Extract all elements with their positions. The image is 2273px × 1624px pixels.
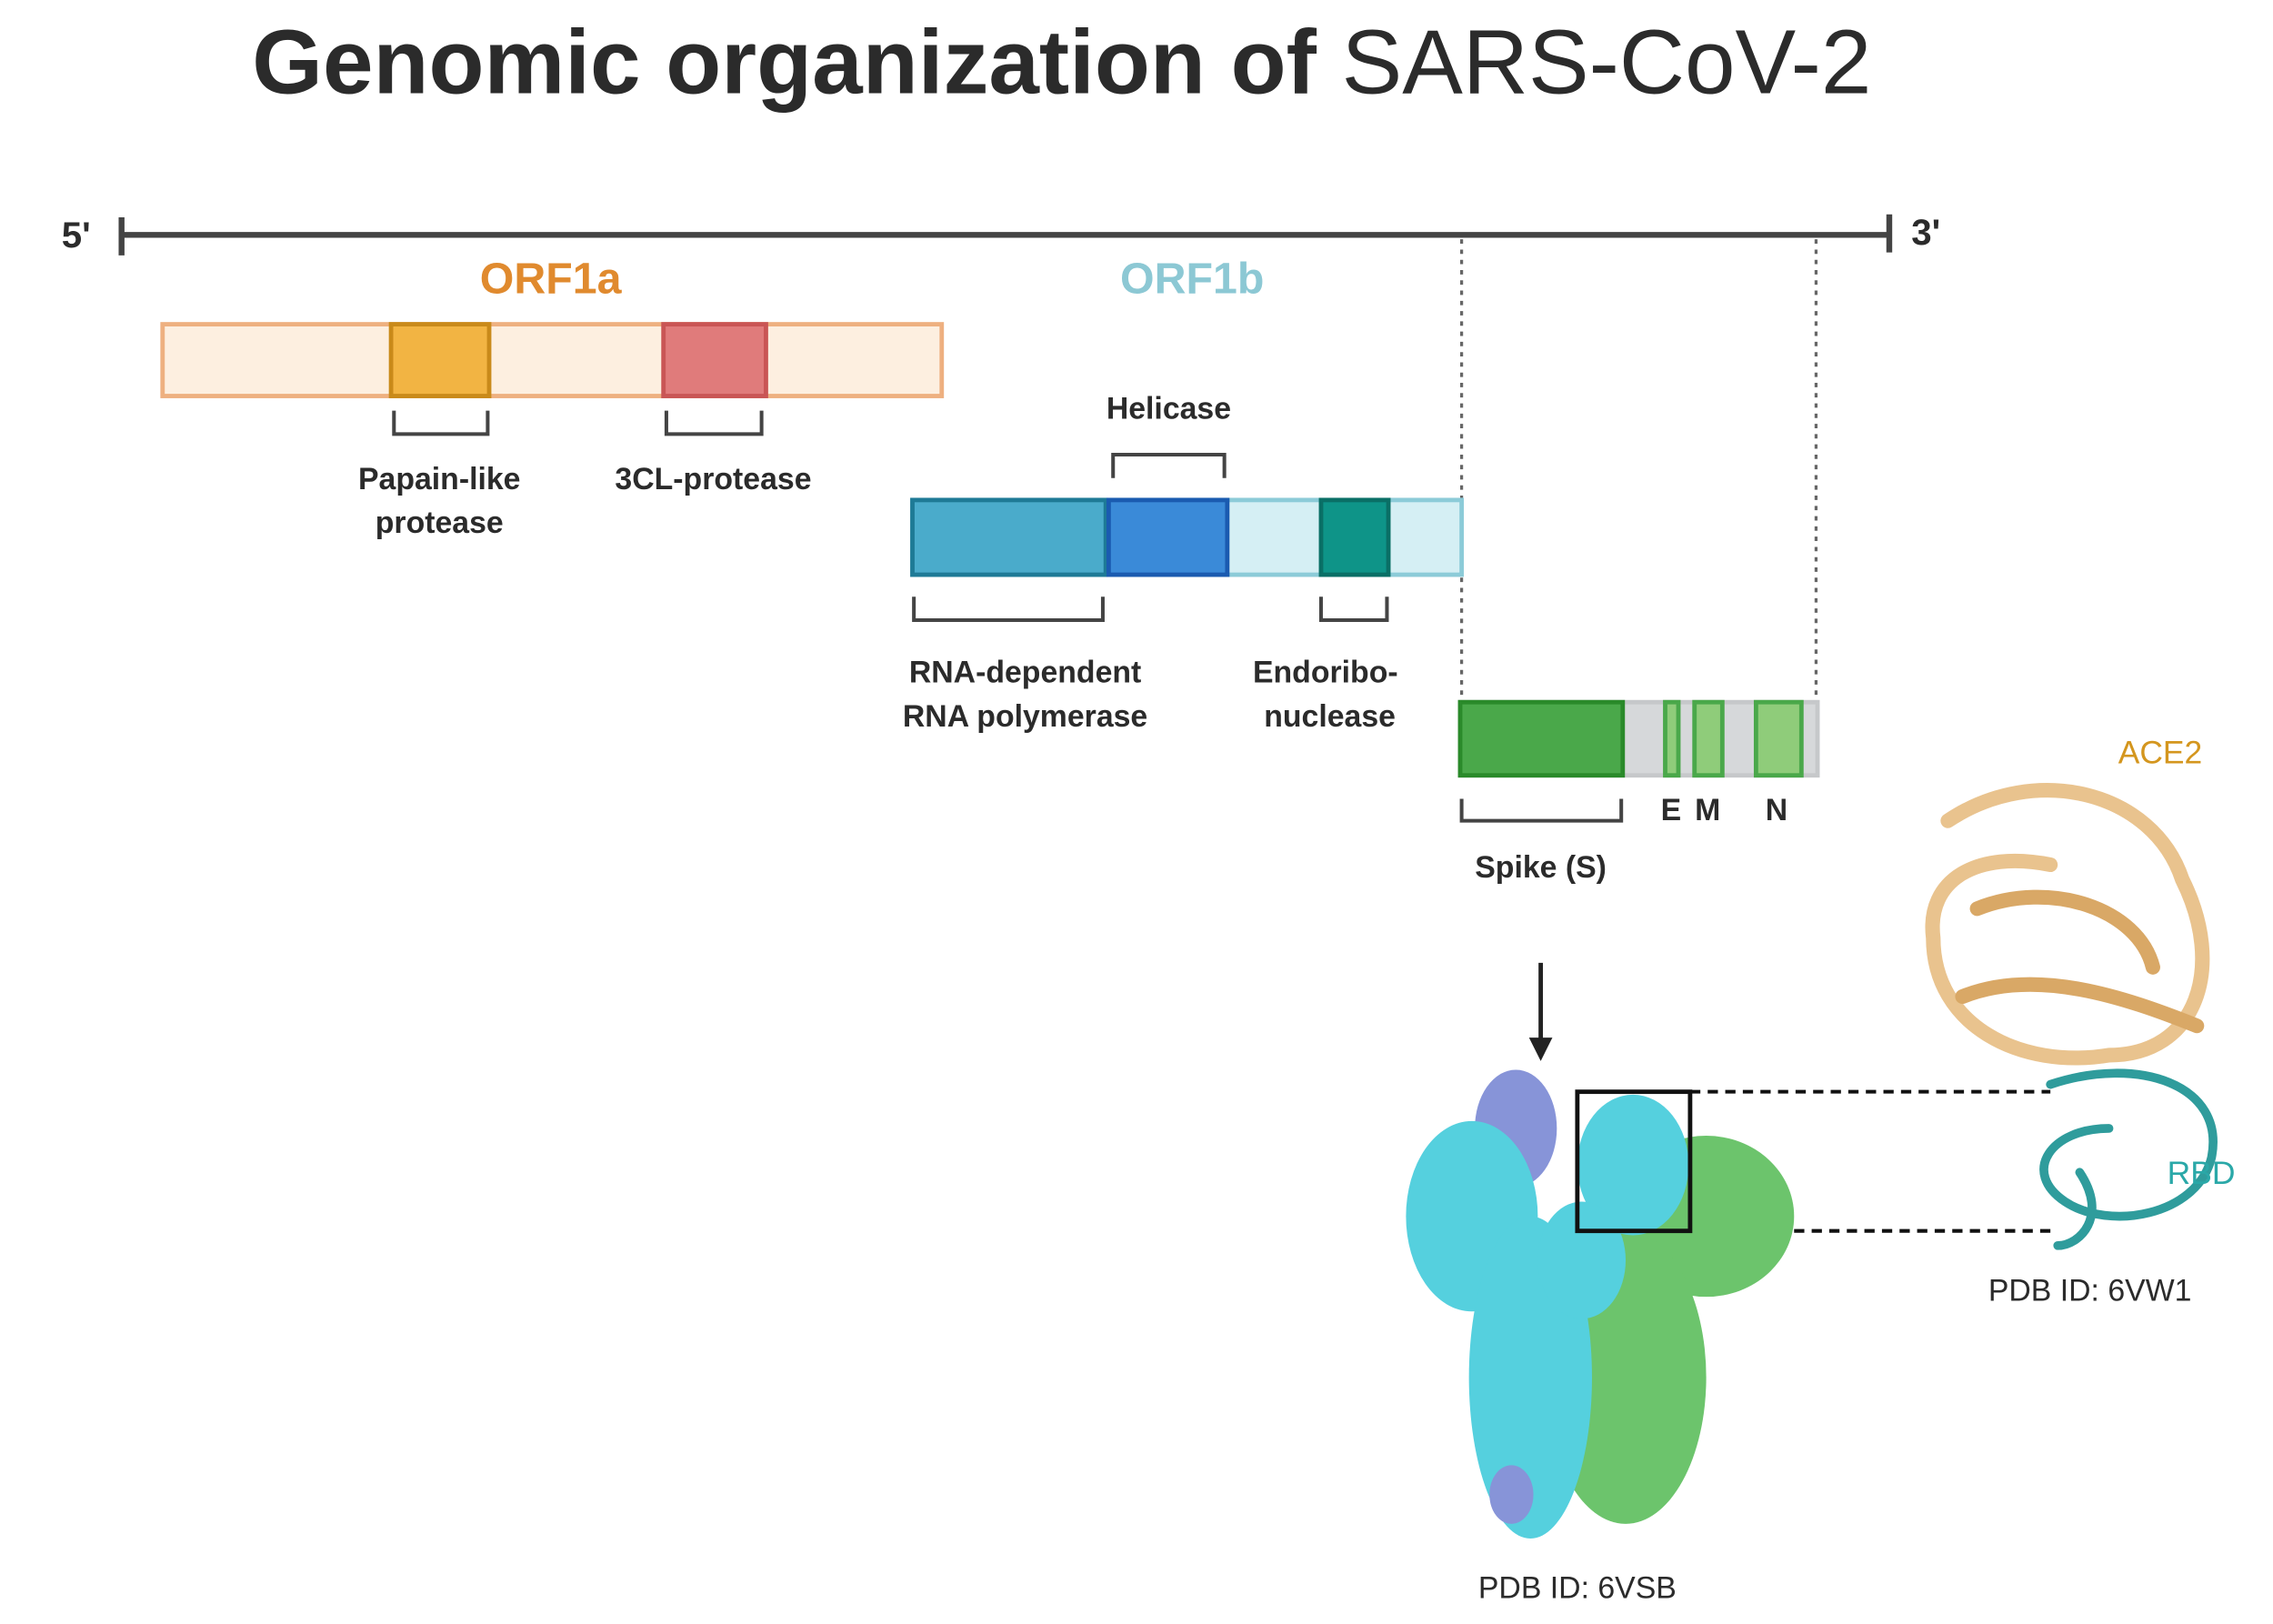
protein-blob	[1537, 1201, 1627, 1319]
domain-label: Endoribo-	[1253, 656, 1398, 690]
domain-label: protease	[375, 506, 504, 540]
e-gene	[1663, 699, 1681, 778]
ace2-ribbon	[1925, 783, 2210, 1066]
domain-label: RNA polymerase	[903, 699, 1147, 734]
domain-label: nuclease	[1264, 699, 1396, 734]
gene-label: N	[1766, 793, 1787, 827]
orf1a-label: ORF1a	[480, 255, 623, 304]
bracket	[392, 410, 490, 436]
m-gene	[1692, 699, 1725, 778]
bracket	[1111, 452, 1227, 478]
guides	[1459, 239, 1818, 701]
spike-gene	[1457, 699, 1626, 778]
domain-label: Papain-like	[358, 462, 521, 496]
gene-label: Spike (S)	[1475, 850, 1607, 885]
five-prime: 5'	[62, 215, 91, 256]
zoom-lines	[1689, 1089, 2051, 1233]
orf1b-label: ORF1b	[1120, 255, 1264, 304]
gene-label: M	[1695, 793, 1720, 827]
bracket	[1318, 596, 1389, 622]
title-bold: Genomic organization of	[252, 13, 1317, 114]
brackets	[392, 410, 1624, 823]
complex-structure	[1925, 783, 2218, 1250]
endoribonuclease-domain	[1318, 497, 1391, 577]
bracket	[1459, 798, 1624, 823]
bracket	[664, 410, 764, 436]
ace2-label: ACE2	[2118, 735, 2203, 771]
title-light	[1317, 13, 1342, 114]
rbd-ribbon	[2053, 1168, 2097, 1250]
domain-label: 3CL-protease	[615, 462, 811, 496]
domain-label: RNA-dependent	[909, 656, 1141, 690]
three-prime: 3'	[1911, 212, 1940, 253]
title: Genomic organization of SARS-CoV-2	[252, 13, 1871, 114]
title-light: SARS-CoV-2	[1342, 13, 1872, 114]
papain-domain	[388, 322, 492, 398]
rbd-ribbon	[2039, 1068, 2218, 1221]
genome-axis	[118, 214, 1893, 256]
n-gene	[1753, 699, 1804, 778]
helicase-domain	[1106, 497, 1230, 577]
spike-structure	[1406, 1069, 1795, 1539]
pdb-label: PDB ID: 6VSB	[1478, 1570, 1677, 1605]
bracket	[912, 596, 1105, 622]
rbd-box	[1575, 1089, 1693, 1234]
protein-blob	[1489, 1465, 1534, 1524]
arrow-head	[1528, 1038, 1553, 1061]
pdb-label: PDB ID: 6VW1	[1988, 1273, 2192, 1308]
gene-label: E	[1661, 793, 1682, 827]
rdrp-domain	[910, 497, 1108, 577]
ace2-ribbon	[1955, 889, 2205, 1034]
3cl-domain	[661, 322, 768, 398]
protein-blob	[1577, 1094, 1689, 1236]
rbd-label: RBD	[2168, 1155, 2236, 1191]
orf1a-bar	[160, 322, 945, 398]
domain-label: Helicase	[1106, 392, 1231, 426]
